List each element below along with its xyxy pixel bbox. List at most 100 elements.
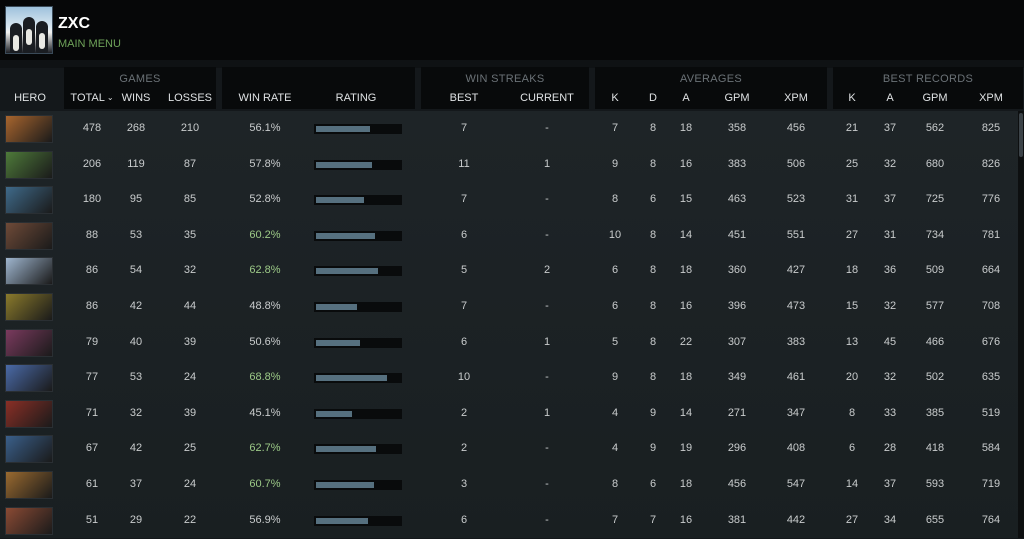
scrollbar-thumb[interactable] <box>1019 113 1023 157</box>
scrollbar[interactable] <box>1018 111 1024 538</box>
column-header-gpm[interactable]: GPM <box>724 92 750 104</box>
cell-best-gpm: 734 <box>925 228 945 241</box>
cell-gpm: 296 <box>727 442 747 455</box>
cell-best-gpm: 502 <box>925 371 945 384</box>
cell-assists: 16 <box>679 300 693 312</box>
hero-portrait[interactable] <box>5 506 53 535</box>
cell-gpm: 396 <box>727 300 747 312</box>
cell-kills: 8 <box>611 478 619 490</box>
rating-bar <box>314 124 402 134</box>
column-header-xpm[interactable]: XPM <box>784 92 808 104</box>
column-header-best-streak[interactable]: BEST <box>449 92 479 104</box>
hero-portrait[interactable] <box>5 115 53 143</box>
column-header-kills[interactable]: K <box>611 92 619 104</box>
cell-best-kills: 27 <box>845 228 859 241</box>
cell-best-kills: 21 <box>845 122 859 134</box>
cell-best-assists: 45 <box>883 335 897 348</box>
cell-deaths: 8 <box>649 122 657 134</box>
cell-losses: 35 <box>183 228 197 241</box>
rating-bar-fill <box>316 482 374 488</box>
table-row[interactable]: 86 42 44 48.8% 7 - 6 8 16 396 473 15 32 577 708 <box>0 289 1018 325</box>
cell-best-streak: 6 <box>460 228 468 241</box>
cell-best-gpm: 655 <box>925 513 945 526</box>
column-header-assists[interactable]: A <box>682 92 690 104</box>
cell-xpm: 347 <box>786 406 806 419</box>
main-menu-link[interactable]: MAIN MENU <box>58 38 121 50</box>
cell-deaths: 8 <box>649 228 657 241</box>
cell-best-kills: 6 <box>848 442 856 455</box>
averages-group-title: AVERAGES <box>679 73 743 85</box>
column-header-current-streak[interactable]: CURRENT <box>520 92 574 104</box>
cell-best-streak: 6 <box>460 513 468 526</box>
cell-best-streak: 7 <box>460 122 468 134</box>
rating-bar-fill <box>316 161 372 168</box>
hero-portrait[interactable] <box>5 186 53 215</box>
column-header-best-xpm[interactable]: XPM <box>979 92 1003 104</box>
table-row[interactable]: 71 32 39 45.1% 2 1 4 9 14 271 347 8 33 385 519 <box>0 396 1018 432</box>
rating-bar <box>314 480 402 490</box>
table-row[interactable]: 206 119 87 57.8% 11 1 9 8 16 383 506 25 32 680 826 <box>0 147 1018 183</box>
cell-best-xpm: 719 <box>981 478 1001 490</box>
cell-deaths: 8 <box>649 157 657 170</box>
cell-win-rate: 45.1% <box>249 406 281 419</box>
cell-best-gpm: 725 <box>925 193 945 206</box>
rating-bar <box>314 408 402 419</box>
column-header-losses[interactable]: LOSSES <box>167 92 213 104</box>
cell-gpm: 307 <box>727 335 747 348</box>
cell-deaths: 9 <box>649 442 657 455</box>
column-header-best-assists[interactable]: A <box>886 92 894 104</box>
cell-losses: 39 <box>183 406 197 419</box>
table-row[interactable]: 79 40 39 50.6% 6 1 5 8 22 307 383 13 45 466 676 <box>0 325 1018 361</box>
hero-portrait[interactable] <box>5 435 53 464</box>
rating-bar-fill <box>316 339 360 346</box>
cell-best-assists: 37 <box>883 122 897 134</box>
column-header-win-rate[interactable]: WIN RATE <box>238 92 292 104</box>
cell-gpm: 349 <box>727 371 747 384</box>
cell-total: 206 <box>82 157 102 170</box>
table-row[interactable]: 88 53 35 60.2% 6 - 10 8 14 451 551 27 31 734 781 <box>0 218 1018 254</box>
cell-best-xpm: 764 <box>981 513 1001 526</box>
player-avatar[interactable] <box>5 6 53 54</box>
table-row[interactable]: 61 37 24 60.7% 3 - 8 6 18 456 547 14 37 593 719 <box>0 467 1018 503</box>
cell-current-streak: - <box>545 442 549 455</box>
table-row[interactable]: 478 268 210 56.1% 7 - 7 8 18 358 456 21 37 562 825 <box>0 111 1018 147</box>
hero-portrait[interactable] <box>5 221 53 250</box>
table-row[interactable]: 51 29 22 56.9% 6 - 7 7 16 381 442 27 34 655 764 <box>0 503 1018 539</box>
hero-portrait[interactable] <box>5 399 53 428</box>
cell-best-assists: 37 <box>883 193 897 206</box>
hero-portrait[interactable] <box>5 471 53 499</box>
cell-best-streak: 2 <box>460 406 468 419</box>
cell-best-assists: 33 <box>883 406 897 419</box>
cell-kills: 6 <box>611 300 619 312</box>
hero-portrait[interactable] <box>5 150 53 179</box>
cell-best-xpm: 776 <box>981 193 1001 206</box>
hero-portrait[interactable] <box>5 257 53 286</box>
cell-xpm: 456 <box>786 122 806 134</box>
cell-wins: 53 <box>129 228 143 241</box>
column-header-rating[interactable]: RATING <box>335 92 377 104</box>
cell-best-assists: 28 <box>883 442 897 455</box>
hero-portrait[interactable] <box>5 364 53 393</box>
hero-portrait[interactable] <box>5 328 53 357</box>
table-row[interactable]: 86 54 32 62.8% 5 2 6 8 18 360 427 18 36 509 664 <box>0 253 1018 289</box>
column-header-deaths[interactable]: D <box>649 92 657 104</box>
hero-portrait[interactable] <box>5 293 53 321</box>
cell-best-xpm: 781 <box>981 228 1001 241</box>
column-header-wins[interactable]: WINS <box>121 92 151 104</box>
table-row[interactable]: 180 95 85 52.8% 7 - 8 6 15 463 523 31 37 725 776 <box>0 182 1018 218</box>
cell-xpm: 551 <box>786 228 806 241</box>
table-row[interactable]: 77 53 24 68.8% 10 - 9 8 18 349 461 20 32 502 635 <box>0 360 1018 396</box>
column-header-best-kills[interactable]: K <box>848 92 856 104</box>
table-row[interactable]: 67 42 25 62.7% 2 - 4 9 19 296 408 6 28 418 584 <box>0 431 1018 467</box>
cell-assists: 14 <box>679 228 693 241</box>
column-header-hero[interactable]: HERO <box>14 92 46 104</box>
column-header-best-gpm[interactable]: GPM <box>922 92 948 104</box>
cell-best-xpm: 826 <box>981 157 1001 170</box>
cell-best-kills: 31 <box>845 193 859 206</box>
cell-win-rate: 60.7% <box>249 478 281 490</box>
column-header-total[interactable]: TOTAL ⌄ <box>66 92 118 104</box>
cell-best-xpm: 584 <box>981 442 1001 455</box>
total-label: TOTAL <box>70 92 105 104</box>
cell-best-assists: 32 <box>883 371 897 384</box>
cell-losses: 210 <box>180 122 200 134</box>
